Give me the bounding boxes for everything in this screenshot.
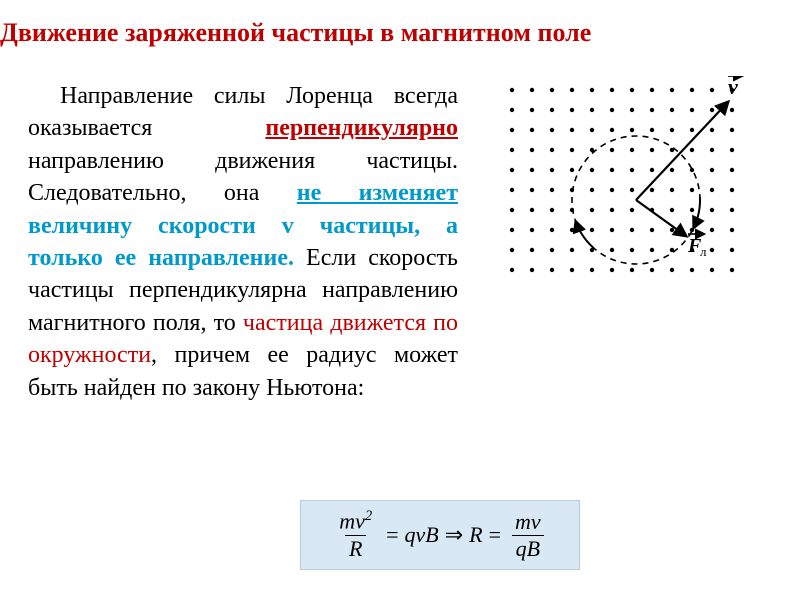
var-r: R <box>469 522 482 548</box>
implies-sign: ⇒ <box>445 522 463 548</box>
formula-box: mv2 R = qvB ⇒ R = mv qB <box>300 500 580 570</box>
denominator: R <box>345 535 366 562</box>
field-diagram: v F л <box>500 76 760 296</box>
rotation-arrow-2 <box>576 221 594 247</box>
numerator: mv <box>339 509 365 534</box>
body-paragraph: Направление силы Лоренца всегда оказывае… <box>28 80 458 404</box>
force-label: F л <box>687 234 707 259</box>
term-qvb: qvB <box>405 522 439 548</box>
force-vector <box>636 200 686 236</box>
keyword-perpendicular: перпендикулярно <box>265 115 458 141</box>
svg-text:v: v <box>728 76 738 99</box>
equals-sign: = <box>489 522 501 548</box>
keyword-no-change: не изменяет <box>297 180 458 206</box>
svg-text:л: л <box>700 244 707 259</box>
fraction-left: mv2 R <box>335 508 376 561</box>
equals-sign: = <box>386 522 398 548</box>
superscript: 2 <box>365 508 372 524</box>
rotation-arrow-1 <box>694 197 700 228</box>
fraction-right: mv qB <box>511 509 545 562</box>
denominator: qB <box>512 535 544 562</box>
numerator: mv <box>511 509 545 535</box>
page-title: Движение заряженной частицы в магнитном … <box>0 18 800 48</box>
velocity-label: v <box>728 76 742 99</box>
velocity-vector <box>636 102 728 200</box>
